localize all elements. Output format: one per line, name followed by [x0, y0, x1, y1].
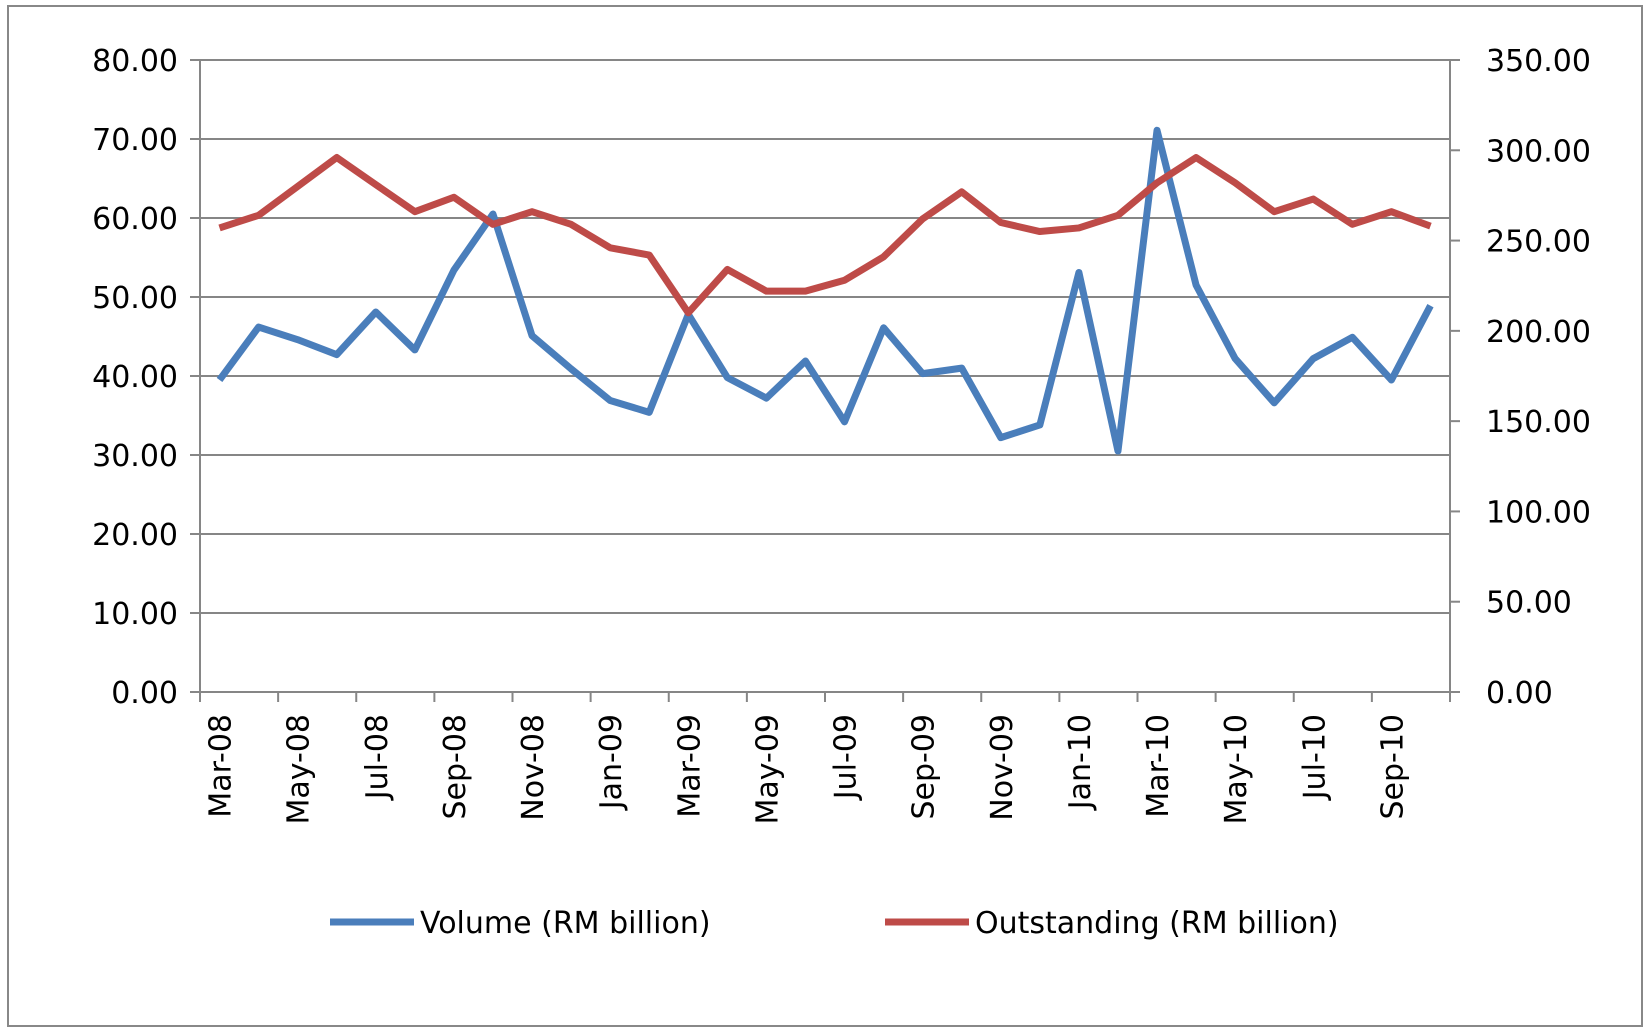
x-tick-label: Mar-09 [672, 714, 707, 818]
y2-tick-label: 250.00 [1486, 225, 1591, 260]
x-tick-label: May-08 [282, 714, 317, 825]
legend-label: Outstanding (RM billion) [975, 906, 1339, 941]
y-tick-label: 60.00 [92, 202, 178, 237]
x-tick-label: Jul-09 [829, 714, 864, 801]
x-tick-label: Jul-10 [1297, 714, 1332, 801]
y2-tick-label: 150.00 [1486, 405, 1591, 440]
y-tick-label: 80.00 [92, 44, 178, 79]
x-tick-label: May-10 [1219, 714, 1254, 825]
series-line [216, 126, 1434, 455]
y-tick-label: 40.00 [92, 360, 178, 395]
legend-label: Volume (RM billion) [420, 906, 711, 941]
x-tick-label: Jan-09 [594, 714, 629, 811]
x-tick-label: May-09 [750, 714, 785, 825]
y2-tick-label: 50.00 [1486, 586, 1572, 621]
x-tick-label: Jul-08 [360, 714, 395, 801]
y-tick-label: 30.00 [92, 439, 178, 474]
y-tick-label: 50.00 [92, 281, 178, 316]
y2-tick-label: 350.00 [1486, 44, 1591, 79]
y2-tick-label: 200.00 [1486, 315, 1591, 350]
x-tick-label: Mar-10 [1141, 714, 1176, 818]
y2-tick-label: 0.00 [1486, 676, 1553, 711]
y2-tick-label: 100.00 [1486, 495, 1591, 530]
x-tick-label: Sep-10 [1375, 714, 1410, 820]
chart-frame [7, 5, 1643, 1027]
x-tick-label: Sep-09 [907, 714, 942, 820]
y-tick-label: 20.00 [92, 518, 178, 553]
x-tick-label: Nov-09 [985, 714, 1020, 821]
y2-tick-label: 300.00 [1486, 134, 1591, 169]
x-tick-label: Mar-08 [204, 714, 239, 818]
y-tick-label: 70.00 [92, 123, 178, 158]
y-tick-label: 10.00 [92, 597, 178, 632]
y-tick-label: 0.00 [111, 676, 178, 711]
x-tick-label: Jan-10 [1063, 714, 1098, 811]
x-tick-label: Nov-08 [516, 714, 551, 821]
series-line [218, 154, 1432, 317]
x-tick-label: Sep-08 [438, 714, 473, 820]
